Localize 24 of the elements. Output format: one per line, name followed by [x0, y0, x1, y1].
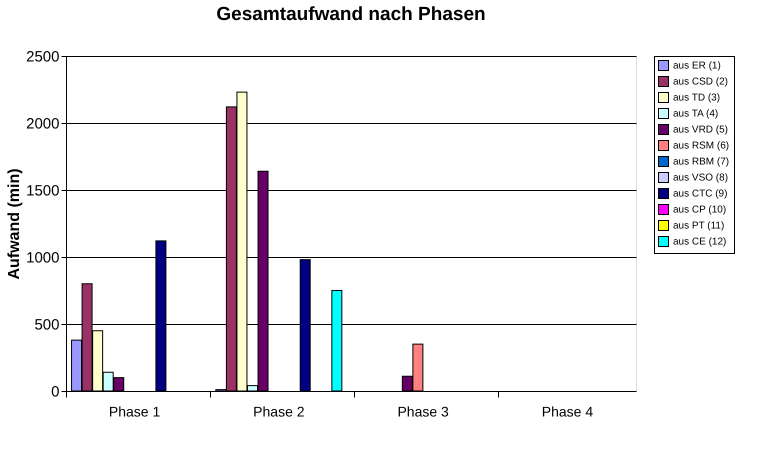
legend-label: aus PT (11) [673, 220, 724, 232]
legend-label: aus CSD (2) [673, 76, 728, 88]
legend-label: aus RSM (6) [673, 140, 730, 152]
x-tick-label: Phase 1 [108, 404, 160, 420]
y-tick-label: 0 [51, 384, 60, 400]
y-tick-label: 2500 [26, 48, 60, 66]
legend-label: aus VSO (8) [673, 172, 728, 184]
y-tick-label: 2000 [26, 116, 60, 132]
legend-label: aus RBM (7) [673, 156, 730, 168]
legend-label: aus ER (1) [673, 60, 721, 72]
chart-title: Gesamtaufwand nach Phasen [216, 4, 486, 25]
x-tick-label: Phase 4 [542, 404, 594, 420]
legend-label: aus TA (4) [673, 108, 718, 120]
legend-label: aus CE (12) [673, 236, 726, 248]
legend-label: aus CP (10) [673, 204, 726, 216]
y-tick-label: 1500 [26, 182, 60, 200]
legend-label: aus TD (3) [673, 92, 720, 104]
x-tick-label: Phase 2 [253, 404, 305, 420]
legend-label: aus VRD (5) [673, 124, 728, 136]
y-tick-label: 500 [34, 316, 60, 334]
y-tick-label: 1000 [26, 250, 60, 266]
legend-label: aus CTC (9) [673, 188, 728, 200]
x-tick-label: Phase 3 [397, 404, 450, 420]
y-axis-title: Aufwand (min) [6, 168, 24, 280]
